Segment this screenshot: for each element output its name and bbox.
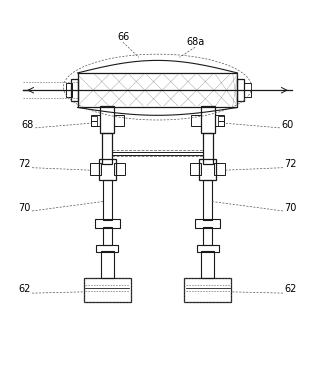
Text: 62: 62 <box>18 285 31 294</box>
Text: 68a: 68a <box>186 37 204 47</box>
Text: 60: 60 <box>282 120 294 130</box>
Text: 72: 72 <box>284 159 297 169</box>
Text: 72: 72 <box>18 159 31 169</box>
Text: 70: 70 <box>284 203 297 213</box>
Text: 68: 68 <box>21 120 33 130</box>
Text: 66: 66 <box>117 32 129 42</box>
Text: 62: 62 <box>284 285 297 294</box>
Text: 70: 70 <box>18 203 31 213</box>
